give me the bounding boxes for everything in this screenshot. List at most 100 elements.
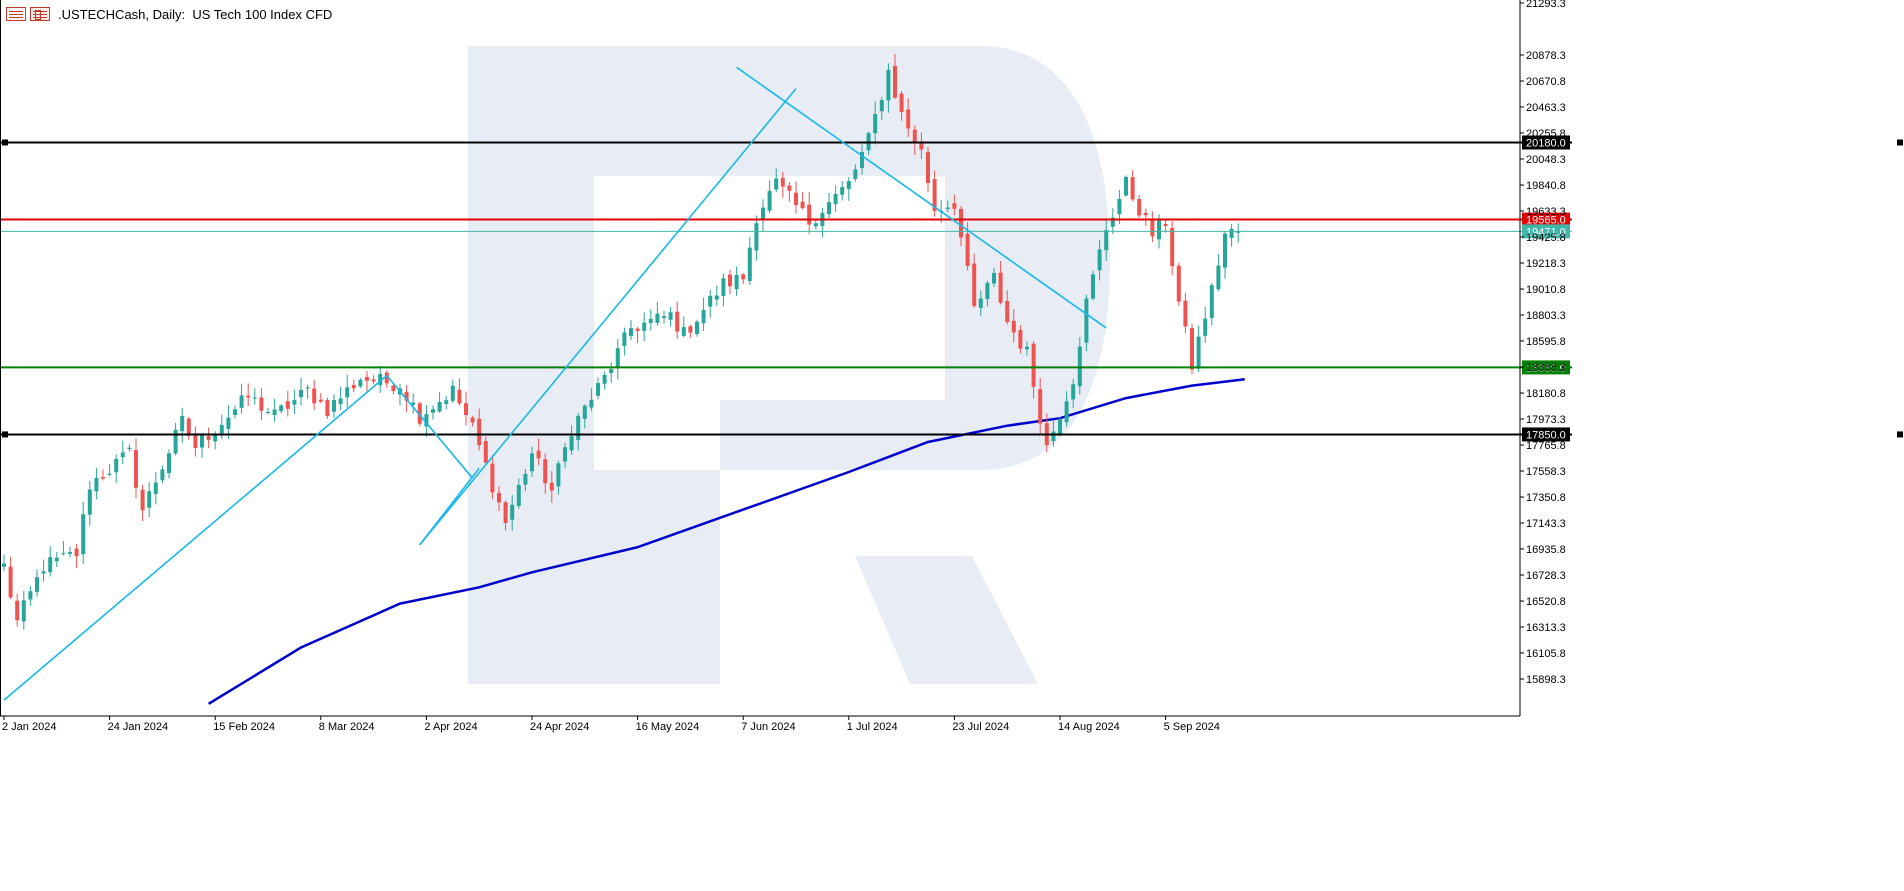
y-tick-label: 18180.8 <box>1526 388 1566 400</box>
candle <box>1110 208 1115 234</box>
candle <box>1097 240 1102 281</box>
candle-body <box>1104 230 1109 251</box>
candle <box>1031 341 1036 399</box>
candle <box>431 405 435 420</box>
candle <box>140 484 145 522</box>
candle <box>945 200 950 213</box>
x-tick-label: 14 Aug 2024 <box>1058 721 1120 733</box>
candle <box>912 125 917 156</box>
y-tick-label: 16728.3 <box>1526 570 1566 582</box>
chart-properties-icon[interactable] <box>30 7 50 21</box>
x-tick-label: 24 Apr 2024 <box>530 721 589 733</box>
candle <box>563 442 567 468</box>
candle-body <box>15 600 20 621</box>
candle-body <box>695 321 699 334</box>
candle-body <box>21 600 26 622</box>
candle-body <box>1038 389 1043 424</box>
candle-body <box>932 179 937 211</box>
candle-body <box>1025 346 1029 350</box>
candle-body <box>1170 228 1175 267</box>
candle <box>358 378 363 388</box>
candle <box>833 185 838 213</box>
candle <box>695 319 699 337</box>
candle <box>919 132 924 159</box>
candle <box>101 469 105 481</box>
candle-body <box>774 178 779 190</box>
candle-body <box>41 571 46 574</box>
candle <box>384 370 389 388</box>
y-tick-label: 16105.8 <box>1526 648 1566 660</box>
black-top-handle-left <box>2 139 8 146</box>
candle-body <box>523 473 528 485</box>
candle-body <box>972 263 977 306</box>
candle-body <box>1143 212 1148 216</box>
y-tick-label: 20463.3 <box>1526 102 1566 114</box>
green-support-label-bg <box>1522 360 1570 375</box>
candle-body <box>1176 265 1181 302</box>
black-bottom-handle-left <box>2 431 8 438</box>
candle <box>15 593 20 627</box>
candle-body <box>1117 198 1122 215</box>
candle <box>332 394 336 418</box>
candle <box>582 404 587 429</box>
candle <box>107 463 112 477</box>
candle-body <box>1077 346 1082 387</box>
candle-body <box>153 482 158 494</box>
candle <box>543 453 548 494</box>
candle-body <box>978 298 983 308</box>
x-tick-label: 24 Jan 2024 <box>108 721 169 733</box>
candle <box>734 266 739 296</box>
candle-body <box>648 318 653 324</box>
candle-body <box>780 177 785 187</box>
y-tick-label: 19010.8 <box>1526 284 1566 296</box>
candle-body <box>345 387 350 398</box>
candle-body <box>945 207 950 209</box>
candle <box>708 289 713 318</box>
candle-body <box>807 204 812 225</box>
candle <box>510 494 515 531</box>
candle <box>1163 220 1168 233</box>
candle-body <box>94 478 99 492</box>
candle-body <box>54 557 59 562</box>
y-tick-label: 18803.3 <box>1526 310 1566 322</box>
candle-body <box>543 459 548 484</box>
candle-body <box>35 577 39 592</box>
candle-body <box>147 491 152 508</box>
chart-title-bar: .USTECHCash, Daily: US Tech 100 Index CF… <box>6 5 332 23</box>
candle-body <box>2 563 6 567</box>
candle-body <box>246 395 251 398</box>
candle-body <box>1058 419 1062 434</box>
candle-body <box>906 109 911 129</box>
candle <box>906 98 911 138</box>
candle <box>48 546 53 577</box>
candle-body <box>556 463 561 487</box>
candle-body <box>1190 328 1194 370</box>
candle-body <box>510 504 515 520</box>
candle-body <box>318 399 323 402</box>
trendline <box>419 467 480 546</box>
candle-body <box>1130 177 1135 200</box>
candle-body <box>160 469 165 481</box>
candle <box>662 310 666 324</box>
candle <box>1018 325 1023 354</box>
candle-body <box>338 398 343 404</box>
red-resistance-price-label: 19565.0 <box>1526 215 1566 227</box>
candle <box>846 176 851 201</box>
chart-list-icon[interactable] <box>6 7 26 21</box>
candle <box>556 460 561 495</box>
candle <box>741 272 746 285</box>
candle-body <box>424 414 429 427</box>
candle-body <box>912 129 917 143</box>
y-tick-label: 17765.8 <box>1526 440 1566 452</box>
candle-body <box>1196 336 1201 369</box>
candle-body <box>998 272 1003 303</box>
candle <box>648 309 653 331</box>
candle <box>127 444 132 452</box>
candle-body <box>959 208 963 238</box>
candle-body <box>919 141 924 150</box>
candle <box>800 192 805 210</box>
candle-body <box>483 441 488 463</box>
candle <box>714 285 719 306</box>
candle <box>114 454 119 483</box>
